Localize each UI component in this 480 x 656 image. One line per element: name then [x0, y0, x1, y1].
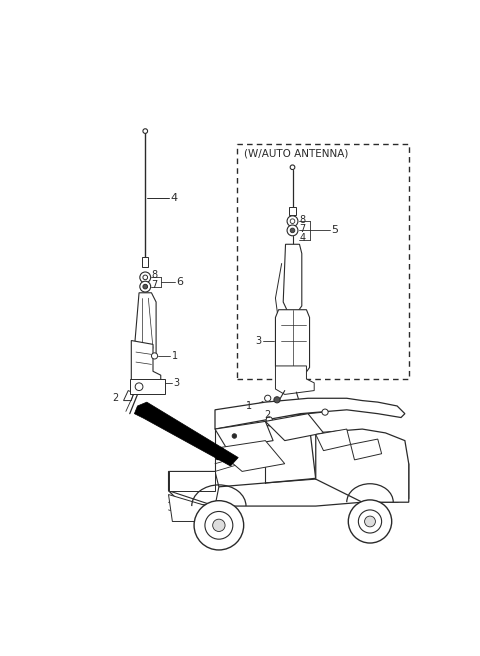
Text: 4: 4 [170, 193, 177, 203]
Text: 5: 5 [331, 226, 338, 236]
Polygon shape [276, 310, 310, 375]
Circle shape [232, 434, 237, 438]
Circle shape [143, 275, 147, 279]
Bar [142, 257, 148, 266]
Circle shape [365, 516, 375, 527]
Circle shape [152, 353, 157, 359]
Circle shape [322, 409, 328, 415]
Circle shape [290, 228, 295, 233]
Circle shape [266, 417, 272, 423]
Text: 7: 7 [300, 224, 306, 234]
Text: 6: 6 [176, 277, 183, 287]
Text: 3: 3 [255, 335, 262, 346]
Text: 4: 4 [300, 233, 306, 243]
Bar [168, 472, 215, 491]
Polygon shape [316, 429, 409, 502]
Text: 2: 2 [264, 410, 270, 420]
Polygon shape [215, 421, 273, 448]
Circle shape [348, 500, 392, 543]
Circle shape [143, 284, 147, 289]
Polygon shape [276, 366, 314, 394]
Text: 1: 1 [172, 351, 178, 361]
Bar [289, 207, 296, 215]
Circle shape [287, 225, 298, 236]
Polygon shape [316, 429, 350, 451]
Polygon shape [215, 441, 285, 472]
FancyBboxPatch shape [237, 144, 409, 379]
Circle shape [264, 395, 271, 401]
Polygon shape [168, 472, 219, 506]
Text: 1: 1 [246, 401, 252, 411]
Text: 2: 2 [113, 393, 119, 403]
Polygon shape [350, 439, 382, 460]
Text: 8: 8 [300, 215, 306, 224]
Polygon shape [168, 464, 409, 506]
Circle shape [359, 510, 382, 533]
Polygon shape [168, 495, 219, 522]
Circle shape [140, 272, 151, 283]
Circle shape [140, 281, 151, 292]
Bar [130, 379, 165, 394]
Circle shape [194, 501, 244, 550]
Polygon shape [265, 414, 324, 441]
Polygon shape [215, 398, 405, 429]
Polygon shape [134, 293, 156, 363]
Circle shape [290, 165, 295, 170]
Circle shape [213, 519, 225, 531]
Polygon shape [132, 340, 161, 387]
Circle shape [274, 397, 280, 403]
Circle shape [143, 129, 147, 133]
Polygon shape [283, 244, 302, 314]
Polygon shape [123, 390, 133, 401]
Text: (W/AUTO ANTENNA): (W/AUTO ANTENNA) [244, 148, 349, 158]
Circle shape [135, 383, 143, 390]
Circle shape [290, 219, 295, 224]
Text: 8: 8 [152, 270, 157, 280]
Text: 3: 3 [173, 378, 179, 388]
Circle shape [205, 512, 233, 539]
Polygon shape [134, 402, 238, 466]
Circle shape [287, 216, 298, 226]
Text: 7: 7 [152, 280, 158, 290]
